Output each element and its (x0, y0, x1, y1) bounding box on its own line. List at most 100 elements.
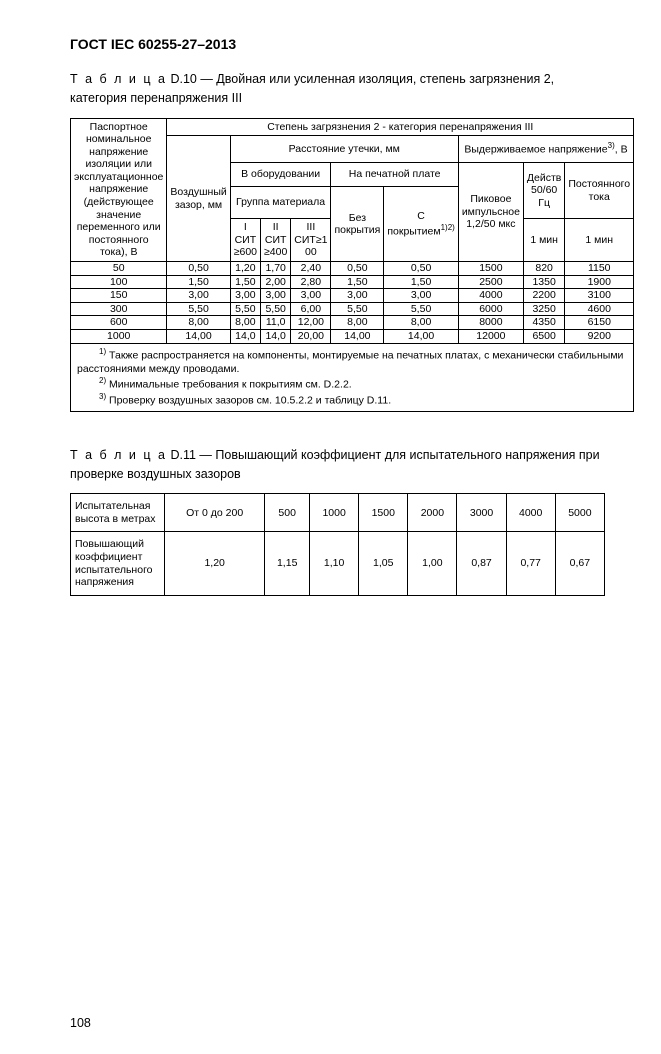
cell: 1350 (523, 275, 564, 289)
col-clearance: Воздушный зазор, мм (167, 136, 230, 262)
cell: 2000 (408, 494, 457, 532)
g1a: I (244, 221, 247, 233)
table10-caption: Т а б л и ц а D.10 — Двойная или усиленн… (70, 70, 605, 108)
cell: 5,50 (230, 302, 260, 316)
cell: 11,0 (261, 316, 291, 330)
cell: 5,50 (384, 302, 458, 316)
table-d11: Испытательная высота в метрах От 0 до 20… (70, 493, 605, 596)
page-number: 108 (70, 1016, 605, 1030)
cell: 1,20 (230, 262, 260, 276)
cell: 8,00 (331, 316, 384, 330)
cell: 8000 (458, 316, 523, 330)
cell: 8,00 (230, 316, 260, 330)
cell: 4000 (458, 289, 523, 303)
g2a: II (273, 221, 279, 233)
cell: 1,20 (165, 532, 265, 595)
cell: 0,77 (506, 532, 555, 595)
t11-row1-label: Испытательная высота в метрах (71, 494, 165, 532)
col-dc: Постоянного тока (565, 162, 634, 218)
cell: 300 (71, 302, 167, 316)
caption-spaced: Т а б л и ц а (70, 72, 167, 86)
col-creepage: Расстояние утечки, мм (230, 136, 458, 163)
note2: Минимальные требования к покрытиям см. D… (106, 379, 352, 391)
col-g1: IСИТ ≥600 (230, 219, 260, 262)
cell: 1,50 (230, 275, 260, 289)
cell: 9200 (565, 330, 634, 344)
cell: 1,50 (167, 275, 230, 289)
cell: 2,40 (291, 262, 331, 276)
note1: Также распространяется на компоненты, мо… (77, 349, 623, 375)
cell: 1500 (458, 262, 523, 276)
coat-sup: 1)2) (441, 223, 455, 232)
table-d10: Паспортное номинальное напряжение изоляц… (70, 118, 634, 412)
doc-title: ГОСТ IEC 60255-27–2013 (70, 36, 605, 52)
withstand-sup: 3) (608, 141, 615, 150)
cell: 14,00 (167, 330, 230, 344)
cell: 150 (71, 289, 167, 303)
cell: 4600 (565, 302, 634, 316)
cell: 1150 (565, 262, 634, 276)
cell: 3,00 (261, 289, 291, 303)
coat-label: С покрытием (387, 210, 440, 237)
col-acrms-sub: 1 мин (523, 219, 564, 262)
cell: 6150 (565, 316, 634, 330)
cell: 14,00 (331, 330, 384, 344)
table10-notes: 1) Также распространяется на компоненты,… (71, 343, 634, 411)
withstand-label: Выдерживаемое напряжение (464, 144, 607, 156)
cell: 0,50 (331, 262, 384, 276)
cell: 6000 (458, 302, 523, 316)
cell: 1,50 (384, 275, 458, 289)
caption11-spaced: Т а б л и ц а (70, 448, 167, 462)
cell: 1,70 (261, 262, 291, 276)
col-rated-voltage: Паспортное номинальное напряжение изоляц… (71, 118, 167, 262)
cell: 1,15 (265, 532, 310, 595)
cell: 5000 (555, 494, 604, 532)
col-coat: С покрытием1)2) (384, 187, 458, 262)
g1b: СИТ ≥600 (234, 234, 257, 259)
col-g3: IIIСИТ≥1 00 (291, 219, 331, 262)
table11-caption: Т а б л и ц а D.11 — Повышающий коэффици… (70, 446, 605, 484)
cell: 50 (71, 262, 167, 276)
col-dc-sub: 1 мин (565, 219, 634, 262)
col-impulse: Пиковое импульсное 1,2/50 мкс (458, 162, 523, 261)
col-g2: IIСИТ ≥400 (261, 219, 291, 262)
cell: 1,05 (359, 532, 408, 595)
withstand-unit: , В (615, 144, 628, 156)
cell: 1,00 (408, 532, 457, 595)
cell: 820 (523, 262, 564, 276)
cell: 2500 (458, 275, 523, 289)
cell: 4350 (523, 316, 564, 330)
g3b: СИТ≥1 00 (294, 234, 327, 259)
cell: 3250 (523, 302, 564, 316)
col-top-header: Степень загрязнения 2 - категория перена… (167, 118, 634, 136)
col-nocoat: Без покрытия (331, 187, 384, 262)
col-acrms: Действ 50/60 Гц (523, 162, 564, 218)
cell: 2,00 (261, 275, 291, 289)
cell: 5,50 (261, 302, 291, 316)
cell: 0,50 (167, 262, 230, 276)
cell: 3,00 (291, 289, 331, 303)
cell: 0,50 (384, 262, 458, 276)
note3: Проверку воздушных зазоров см. 10.5.2.2 … (106, 395, 391, 407)
cell: 0,67 (555, 532, 604, 595)
cell: 6500 (523, 330, 564, 344)
cell: От 0 до 200 (165, 494, 265, 532)
col-matgroup: Группа материала (230, 187, 331, 219)
cell: 3,00 (384, 289, 458, 303)
cell: 100 (71, 275, 167, 289)
cell: 1000 (71, 330, 167, 344)
cell: 500 (265, 494, 310, 532)
cell: 0,87 (457, 532, 506, 595)
cell: 12,00 (291, 316, 331, 330)
cell: 14,0 (261, 330, 291, 344)
cell: 8,00 (167, 316, 230, 330)
col-pcb: На печатной плате (331, 162, 458, 186)
cell: 3,00 (230, 289, 260, 303)
cell: 2,80 (291, 275, 331, 289)
cell: 2200 (523, 289, 564, 303)
cell: 12000 (458, 330, 523, 344)
cell: 3000 (457, 494, 506, 532)
g2b: СИТ ≥400 (264, 234, 287, 259)
cell: 20,00 (291, 330, 331, 344)
cell: 1,10 (310, 532, 359, 595)
